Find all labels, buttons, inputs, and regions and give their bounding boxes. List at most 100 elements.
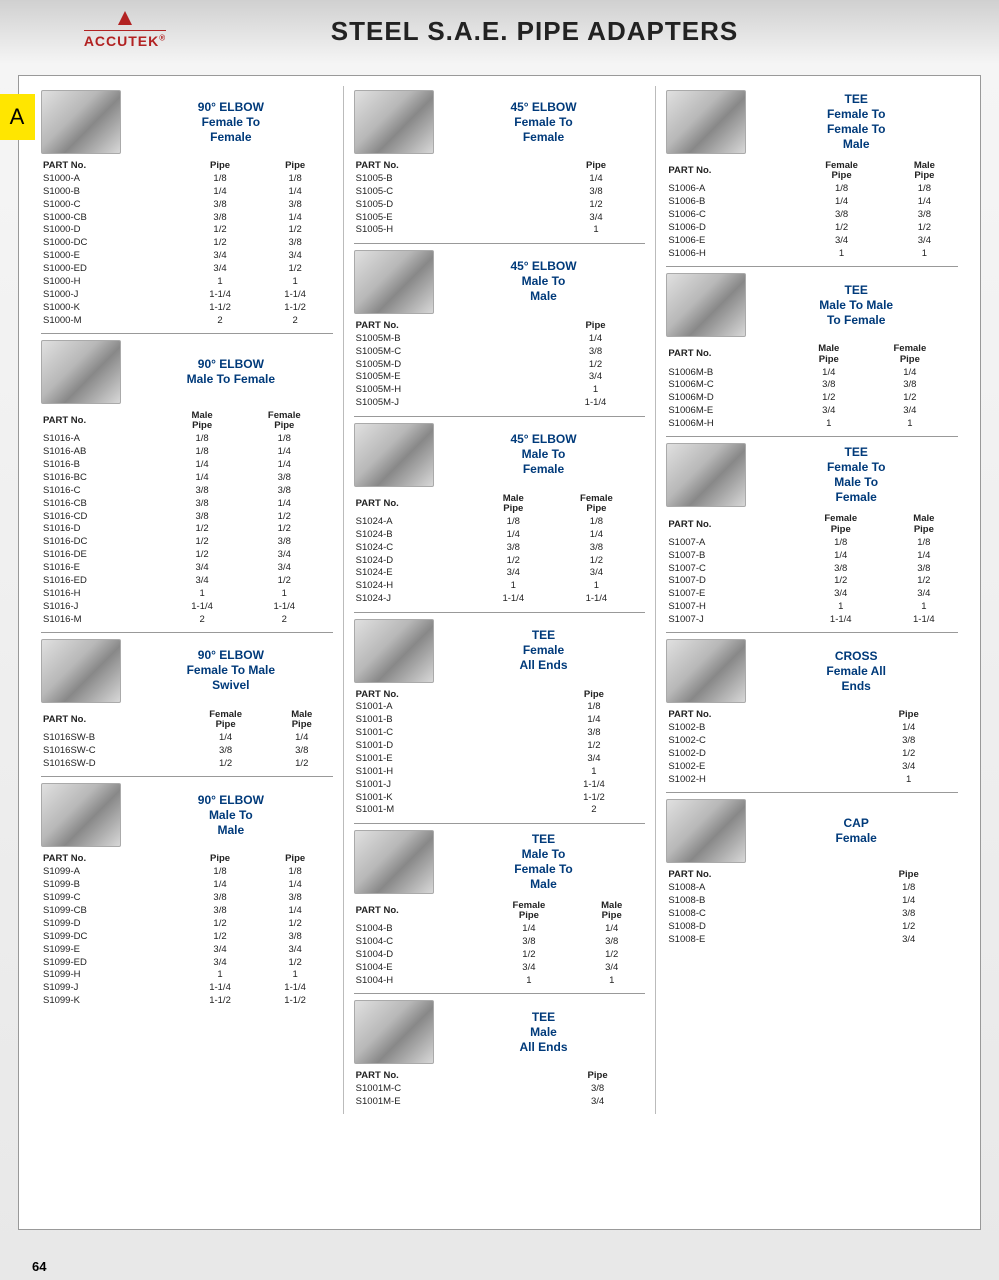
part-no: S1008-C [666, 907, 859, 920]
part-no: S1004-H [354, 974, 480, 987]
col-header: FemalePipe [480, 900, 578, 923]
spec-cell: 3/4 [183, 250, 258, 263]
table-row: S1005M-D1/2 [354, 358, 646, 371]
spec-cell: 1/4 [258, 211, 333, 224]
spec-cell: 1/8 [258, 172, 333, 185]
spec-cell: 1/4 [183, 879, 258, 892]
spec-cell: 1/4 [180, 732, 270, 745]
part-no: S1016-M [41, 613, 168, 626]
spec-cell: 1/4 [796, 366, 862, 379]
spec-cell: 1/2 [792, 575, 890, 588]
spec-cell: 3/8 [258, 892, 333, 905]
part-no: S1016-H [41, 587, 168, 600]
product-head: 45° ELBOWMale ToFemale [354, 419, 646, 491]
table-row: S1005M-B1/4 [354, 332, 646, 345]
table-row: S1006-D1/21/2 [666, 222, 958, 235]
part-no: S1008-E [666, 933, 859, 946]
table-row: S1024-J1-1/41-1/4 [354, 593, 646, 606]
part-no: S1001-K [354, 791, 543, 804]
col-header: PART No. [354, 1070, 550, 1082]
table-row: S1002-D1/2 [666, 748, 958, 761]
part-no: S1005M-E [354, 371, 546, 384]
spec-cell: 3/8 [183, 892, 258, 905]
table-row: S1006-E3/43/4 [666, 234, 958, 247]
spec-cell: 1/4 [547, 528, 645, 541]
col-header: FemalePipe [236, 410, 333, 433]
spec-cell: 1-1/4 [890, 614, 958, 627]
spec-cell: 1/2 [258, 224, 333, 237]
table-row: S1099-DC1/23/8 [41, 930, 333, 943]
table-row: S1004-H11 [354, 974, 646, 987]
col-header: MalePipe [890, 513, 958, 536]
table-row: S1007-H11 [666, 601, 958, 614]
spec-cell: 3/8 [546, 345, 646, 358]
product-head: 90° ELBOWMale ToMale [41, 779, 333, 851]
part-no: S1099-B [41, 879, 183, 892]
col-header: MalePipe [479, 493, 547, 516]
part-no: S1001M-C [354, 1083, 550, 1096]
product-head: TEEFemale ToFemale ToMale [666, 86, 958, 158]
col-header: PART No. [354, 320, 546, 332]
spec-cell: 3/4 [258, 943, 333, 956]
table-row: S1000-K1-1/21-1/2 [41, 301, 333, 314]
spec-cell: 1 [792, 247, 890, 260]
part-no: S1000-C [41, 198, 183, 211]
table-row: S1024-H11 [354, 580, 646, 593]
table-row: S1016-CD3/81/2 [41, 510, 333, 523]
spec-cell: 1 [546, 384, 646, 397]
spec-cell: 1 [890, 601, 958, 614]
table-row: S1000-A1/81/8 [41, 172, 333, 185]
product-title: TEEFemaleAll Ends [442, 628, 646, 673]
table-row: S1004-B1/41/4 [354, 923, 646, 936]
part-no: S1000-E [41, 250, 183, 263]
spec-cell: 3/8 [236, 484, 333, 497]
part-no: S1016SW-D [41, 758, 180, 771]
col-header: PART No. [354, 160, 547, 172]
col-header: Pipe [543, 689, 646, 701]
table-row: S1099-K1-1/21-1/2 [41, 995, 333, 1008]
table-row: S1005-B1/4 [354, 172, 646, 185]
part-no: S1006M-C [666, 379, 796, 392]
part-no: S1007-H [666, 601, 791, 614]
spec-table: PART No.PipeS1002-B1/4S1002-C3/8S1002-D1… [666, 709, 958, 786]
spec-cell: 1/4 [258, 905, 333, 918]
spec-cell: 3/4 [546, 371, 646, 384]
spec-table: PART No.PipeS1008-A1/8S1008-B1/4S1008-C3… [666, 869, 958, 946]
spec-table: PART No.MalePipeFemalePipeS1006M-B1/41/4… [666, 343, 958, 430]
spec-cell: 1-1/2 [183, 995, 258, 1008]
spec-cell: 1/2 [890, 575, 958, 588]
table-row: S1016-D1/21/2 [41, 523, 333, 536]
col-header: MalePipe [168, 410, 236, 433]
part-no: S1004-C [354, 936, 480, 949]
product-image [666, 443, 746, 507]
product-image [41, 340, 121, 404]
spec-cell: 1-1/4 [183, 288, 258, 301]
part-no: S1005-D [354, 198, 547, 211]
table-row: S1000-ED3/41/2 [41, 263, 333, 276]
table-row: S1006-C3/83/8 [666, 209, 958, 222]
part-no: S1000-A [41, 172, 183, 185]
table-row: S1016-DE1/23/4 [41, 549, 333, 562]
spec-cell: 3/8 [258, 237, 333, 250]
table-row: S1099-B1/41/4 [41, 879, 333, 892]
table-row: S1004-D1/21/2 [354, 948, 646, 961]
table-row: S1007-B1/41/4 [666, 549, 958, 562]
table-row: S1006M-D1/21/2 [666, 392, 958, 405]
col-header: PART No. [354, 689, 543, 701]
product-head: TEEMale To MaleTo Female [666, 269, 958, 341]
spec-table: PART No.PipePipeS1000-A1/81/8S1000-B1/41… [41, 160, 333, 327]
spec-cell: 3/8 [168, 497, 236, 510]
spec-cell: 1/2 [862, 392, 958, 405]
spec-cell: 1/2 [258, 917, 333, 930]
part-no: S1001-D [354, 740, 543, 753]
product-section: 90° ELBOWFemale To MaleSwivelPART No.Fem… [41, 632, 333, 771]
col-header: PART No. [666, 709, 859, 721]
spec-cell: 1/4 [546, 332, 646, 345]
spec-cell: 1/4 [859, 895, 958, 908]
product-image [666, 273, 746, 337]
spec-cell: 3/8 [183, 211, 258, 224]
spec-cell: 1 [891, 247, 958, 260]
spec-cell: 3/8 [236, 536, 333, 549]
spec-cell: 1/4 [480, 923, 578, 936]
col-header: Pipe [183, 853, 258, 865]
